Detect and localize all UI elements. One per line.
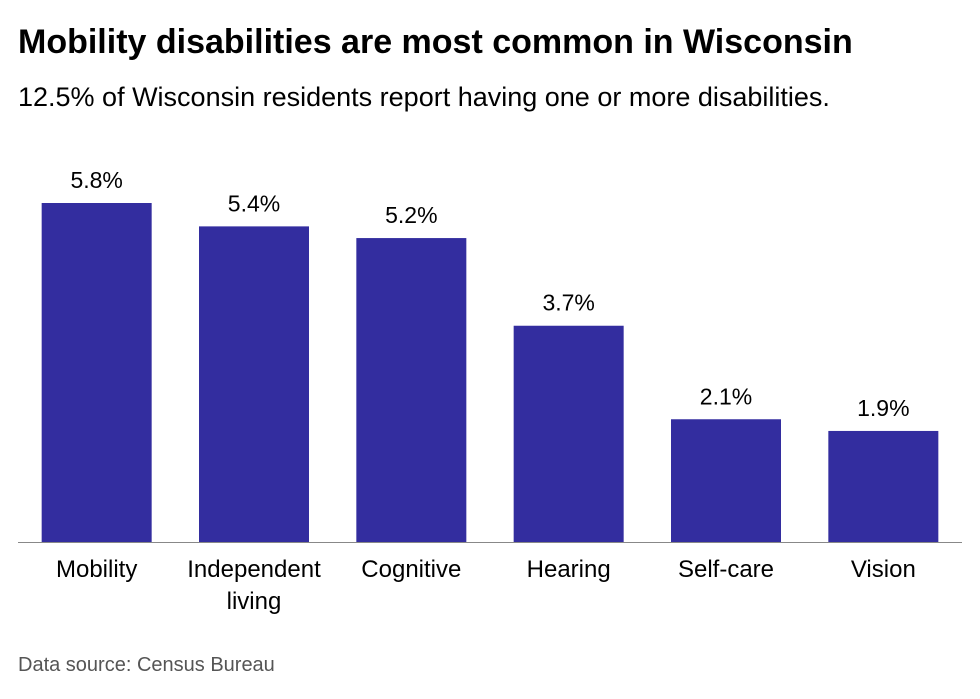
bar bbox=[828, 430, 939, 542]
category-label: Self-care bbox=[678, 556, 774, 583]
chart-subtitle: 12.5% of Wisconsin residents report havi… bbox=[18, 82, 830, 112]
value-labels-group: 5.8% 5.4% 5.2% 3.7% 2.1% 1.9% bbox=[70, 167, 909, 421]
bar-value-label: 5.2% bbox=[385, 202, 437, 228]
category-label-line: Cognitive bbox=[361, 556, 461, 583]
bar bbox=[671, 419, 781, 542]
category-label: Mobility bbox=[56, 556, 137, 583]
bar-value-label: 5.4% bbox=[228, 190, 280, 216]
category-label-line: Self-care bbox=[678, 556, 774, 583]
category-label: Cognitive bbox=[361, 556, 461, 583]
bar-value-label: 1.9% bbox=[857, 395, 909, 421]
category-label-line: Vision bbox=[851, 556, 916, 583]
bars-group bbox=[41, 203, 939, 542]
bar-value-label: 5.8% bbox=[70, 167, 122, 193]
bar bbox=[513, 325, 624, 542]
category-label-line: Mobility bbox=[56, 556, 137, 583]
bar bbox=[199, 226, 309, 542]
bar-value-label: 3.7% bbox=[542, 290, 594, 316]
category-labels-group: Mobility Independent living Cognitive Hearin… bbox=[56, 556, 916, 615]
category-label-line: Independent bbox=[187, 556, 321, 583]
bar bbox=[356, 238, 467, 542]
data-source: Data source: Census Bureau bbox=[18, 654, 275, 676]
bar-value-label: 2.1% bbox=[700, 383, 752, 409]
category-label-line: living bbox=[227, 588, 282, 615]
category-label-line: Hearing bbox=[527, 556, 611, 583]
bar bbox=[41, 203, 152, 542]
category-label: Hearing bbox=[527, 556, 611, 583]
chart-title: Mobility disabilities are most common in… bbox=[18, 23, 853, 61]
category-label: Vision bbox=[851, 556, 916, 583]
category-label: Independent living bbox=[187, 556, 321, 615]
